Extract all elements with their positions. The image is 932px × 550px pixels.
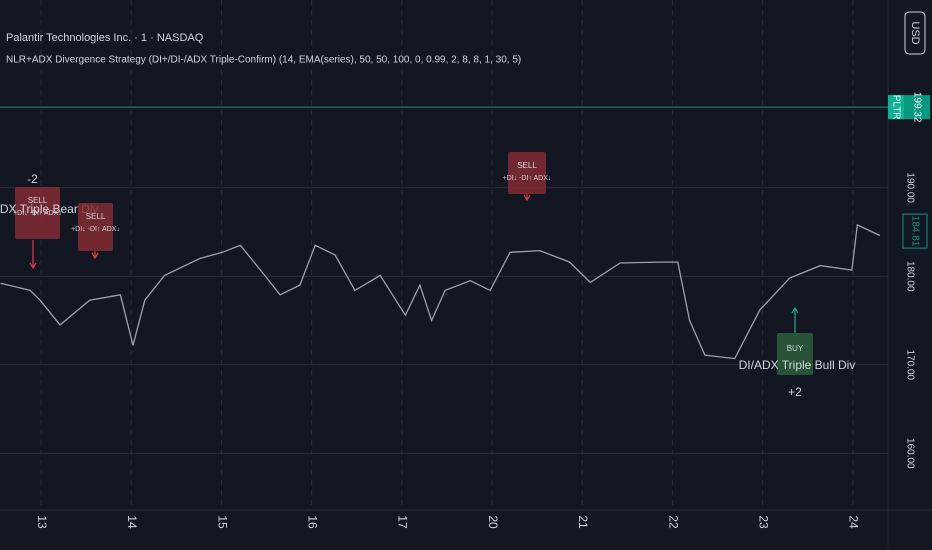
sell-label <box>508 152 546 194</box>
signal-text: +DI↓ -DI↑ ADX↓ <box>503 175 552 182</box>
x-tick-label: 14 <box>125 515 139 529</box>
y-tick-label: 180.00 <box>904 261 915 292</box>
signal-count: -2 <box>27 172 38 186</box>
symbol-tag <box>888 95 904 120</box>
x-tick-label: 21 <box>576 515 590 529</box>
signal-title: SELL <box>28 196 48 205</box>
y-tick-label: 170.00 <box>904 349 915 380</box>
currency-button[interactable] <box>904 11 926 55</box>
indicator-label: NLR+ADX Divergence Strategy (DI+/DI-/ADX… <box>6 55 521 66</box>
x-tick-label: 15 <box>215 515 229 529</box>
currency-label: USD <box>909 21 921 44</box>
symbol-label: PLTR <box>890 95 901 120</box>
signal-arrowhead <box>523 194 531 202</box>
signal-arrowhead <box>791 306 799 314</box>
x-tick-label: 16 <box>305 515 319 529</box>
signal-note: DI/ADX Triple Bull Div <box>739 358 856 372</box>
chart-title: Palantir Technologies Inc. · 1 · NASDAQ <box>6 32 204 44</box>
signal-title: BUY <box>787 344 804 353</box>
last-price-tag <box>902 213 928 249</box>
x-tick-label: 24 <box>847 515 861 529</box>
buy-label <box>777 333 813 375</box>
x-tick-label: 23 <box>756 515 770 529</box>
last-price-label: 184.81 <box>909 216 920 247</box>
signal-text: +DI↓ -DI↑ ADX↓ <box>71 226 120 233</box>
price-line <box>0 223 881 360</box>
y-tick-label: 160.00 <box>904 438 915 469</box>
x-tick-label: 17 <box>396 515 410 529</box>
x-tick-label: 13 <box>35 515 49 529</box>
signal-count: +2 <box>788 385 802 399</box>
signal-arrowhead <box>29 262 37 270</box>
signal-title: SELL <box>86 212 106 221</box>
signal-text: +DI↓ -DI↑ ADX↓ <box>13 210 62 217</box>
sell-label <box>15 187 60 239</box>
price-label: 199.32 <box>911 92 922 123</box>
signal-title: SELL <box>517 161 537 170</box>
x-tick-label: 22 <box>666 515 680 529</box>
sell-label <box>78 203 113 251</box>
x-tick-label: 20 <box>486 515 500 529</box>
signal-note: DI/ADX Triple Bear Div <box>0 202 99 216</box>
signal-arrowhead <box>91 252 99 260</box>
y-tick-label: 190.00 <box>904 172 915 203</box>
